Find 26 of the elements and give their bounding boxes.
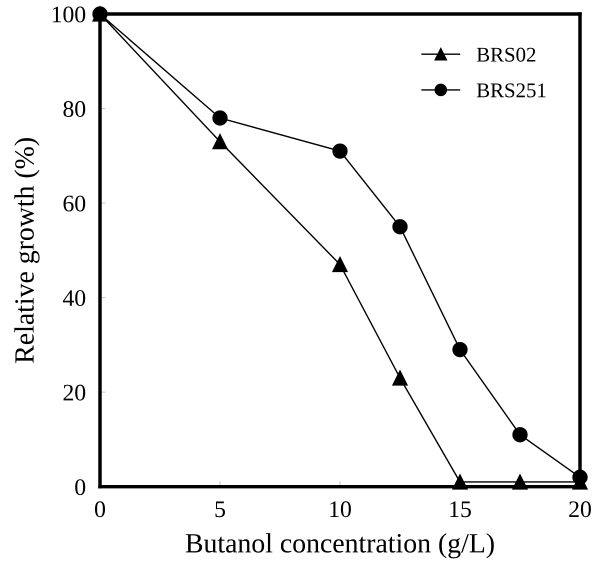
x-tick-label: 15 [450,501,471,518]
point [392,219,408,234]
y-axis-title: Relative growth (%) [14,138,40,363]
y-tick-label: 100 [52,6,86,22]
legend-label: BRS251 [476,83,546,98]
y-tick-label: 60 [64,196,86,212]
point [512,474,528,490]
y-tick-label: 80 [63,101,86,117]
x-tick-label: 5 [215,502,225,518]
point [332,143,348,159]
point [452,342,468,358]
point [452,474,468,490]
y-tick-label: 20 [64,384,86,401]
y-tick-label: 0 [75,479,86,496]
point [332,256,348,272]
point [392,370,408,386]
point [572,470,588,485]
x-tick-label: 10 [330,501,351,518]
y-tick-label: 40 [62,290,86,306]
point [212,134,228,150]
legend-label: BRS02 [476,48,536,62]
x-tick-label: 0 [94,501,106,518]
point [512,427,528,442]
x-axis-title: Butanol concentration (g/L) [186,533,494,558]
point [212,110,228,126]
x-tick-label: 20 [569,501,591,518]
